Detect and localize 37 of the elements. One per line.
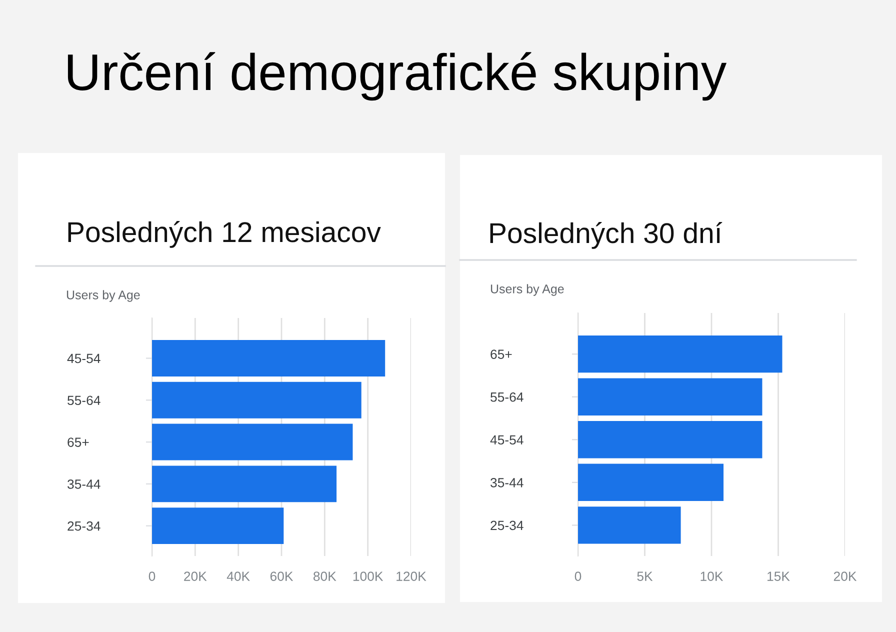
x-tick-label: 20K bbox=[834, 572, 857, 581]
y-tick-label: 55-64 bbox=[490, 392, 524, 402]
bar bbox=[578, 378, 762, 416]
bar bbox=[152, 424, 353, 460]
y-tick-label: 45-54 bbox=[67, 354, 100, 364]
y-tick-label: 55-64 bbox=[68, 396, 100, 406]
x-tick-label: 0 bbox=[574, 572, 582, 581]
x-tick-label: 80K bbox=[314, 572, 336, 581]
x-tick-label: 40K bbox=[226, 572, 250, 581]
y-tick-label: 65+ bbox=[68, 438, 89, 447]
bar bbox=[152, 340, 386, 376]
chart-subtitle: Users by Age bbox=[66, 290, 140, 302]
x-tick-label: 0 bbox=[148, 572, 156, 581]
chart-title: Posledných 12 mesiacov bbox=[68, 221, 381, 248]
y-tick-label: 25-34 bbox=[490, 520, 524, 530]
bar bbox=[152, 382, 362, 418]
bar bbox=[578, 506, 681, 544]
x-tick-label: 10K bbox=[700, 572, 724, 581]
x-tick-label: 5K bbox=[637, 572, 653, 581]
bar bbox=[578, 464, 724, 502]
bar bbox=[578, 335, 782, 373]
x-tick-label: 100K bbox=[353, 572, 384, 581]
y-tick-label: 25-34 bbox=[68, 521, 100, 531]
x-tick-label: 20K bbox=[184, 572, 207, 581]
x-tick-label: 120K bbox=[396, 572, 426, 581]
bar bbox=[578, 421, 762, 458]
text: Určení demografické skupiny bbox=[68, 52, 727, 101]
y-tick-label: 35-44 bbox=[490, 478, 524, 488]
y-tick-label: 65+ bbox=[490, 350, 512, 359]
y-tick-label: 45-54 bbox=[490, 435, 524, 445]
bar bbox=[152, 466, 337, 502]
y-tick-label: 35-44 bbox=[68, 479, 100, 489]
chart-title: Posledných 30 dní bbox=[490, 222, 722, 249]
chart-subtitle: Users by Age bbox=[490, 284, 564, 296]
x-tick-label: 60K bbox=[270, 572, 294, 581]
x-tick-label: 15K bbox=[768, 572, 790, 581]
bar bbox=[152, 508, 284, 544]
